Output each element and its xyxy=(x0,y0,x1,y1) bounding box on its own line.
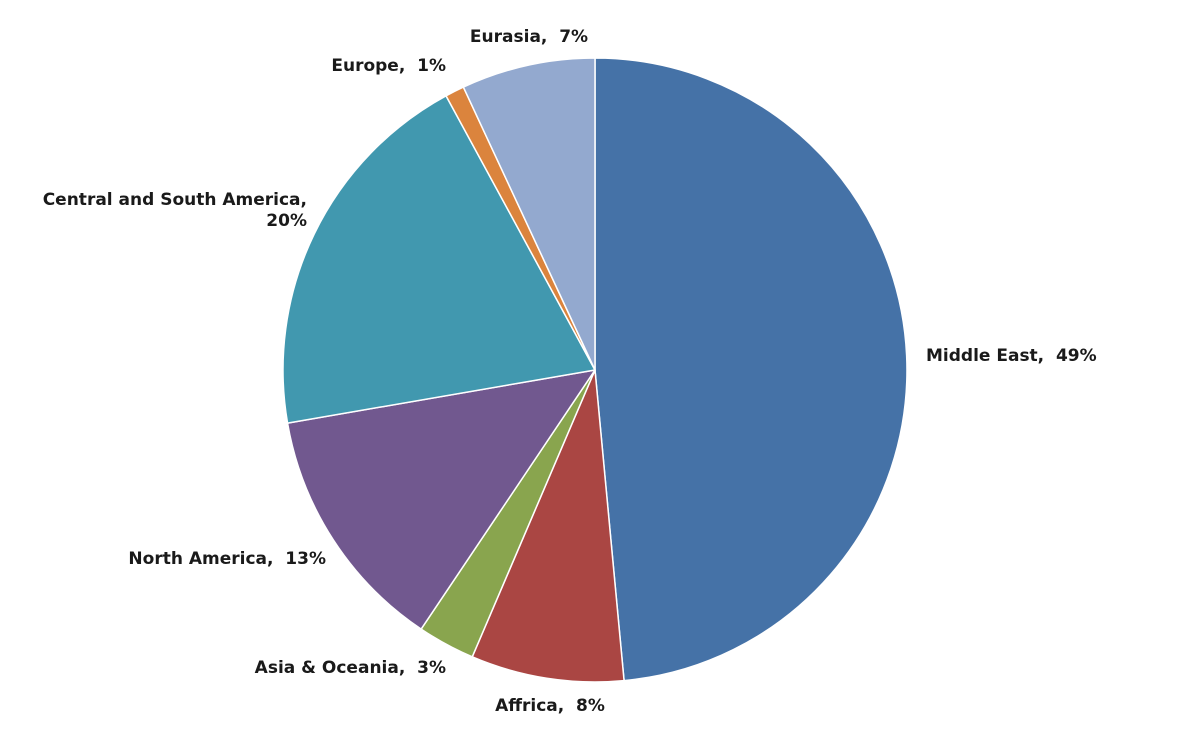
pie-label-north-america: North America, 13% xyxy=(128,549,326,569)
pie-labels: Middle East, 49% Affrica, 8% Asia & Oceani… xyxy=(43,27,1097,716)
pie-slice-middle-east xyxy=(594,57,908,682)
pie-label-asia-oceania: Asia & Oceania, 3% xyxy=(255,658,446,678)
pie-slice-affrica xyxy=(471,369,625,683)
pie-slice-central-and-south-america xyxy=(282,95,596,424)
pie-label-eurasia: Eurasia, 7% xyxy=(470,27,588,47)
pie-slices xyxy=(282,57,908,683)
pie-label-affrica: Affrica, 8% xyxy=(495,696,605,716)
pie-label-central-and-south-america: Central and South America, 20% xyxy=(43,190,307,231)
pie-slice-north-america xyxy=(286,369,596,630)
pie-label-europe: Europe, 1% xyxy=(331,56,446,76)
pie-slice-eurasia xyxy=(462,57,596,371)
pie-label-middle-east: Middle East, 49% xyxy=(926,346,1097,366)
